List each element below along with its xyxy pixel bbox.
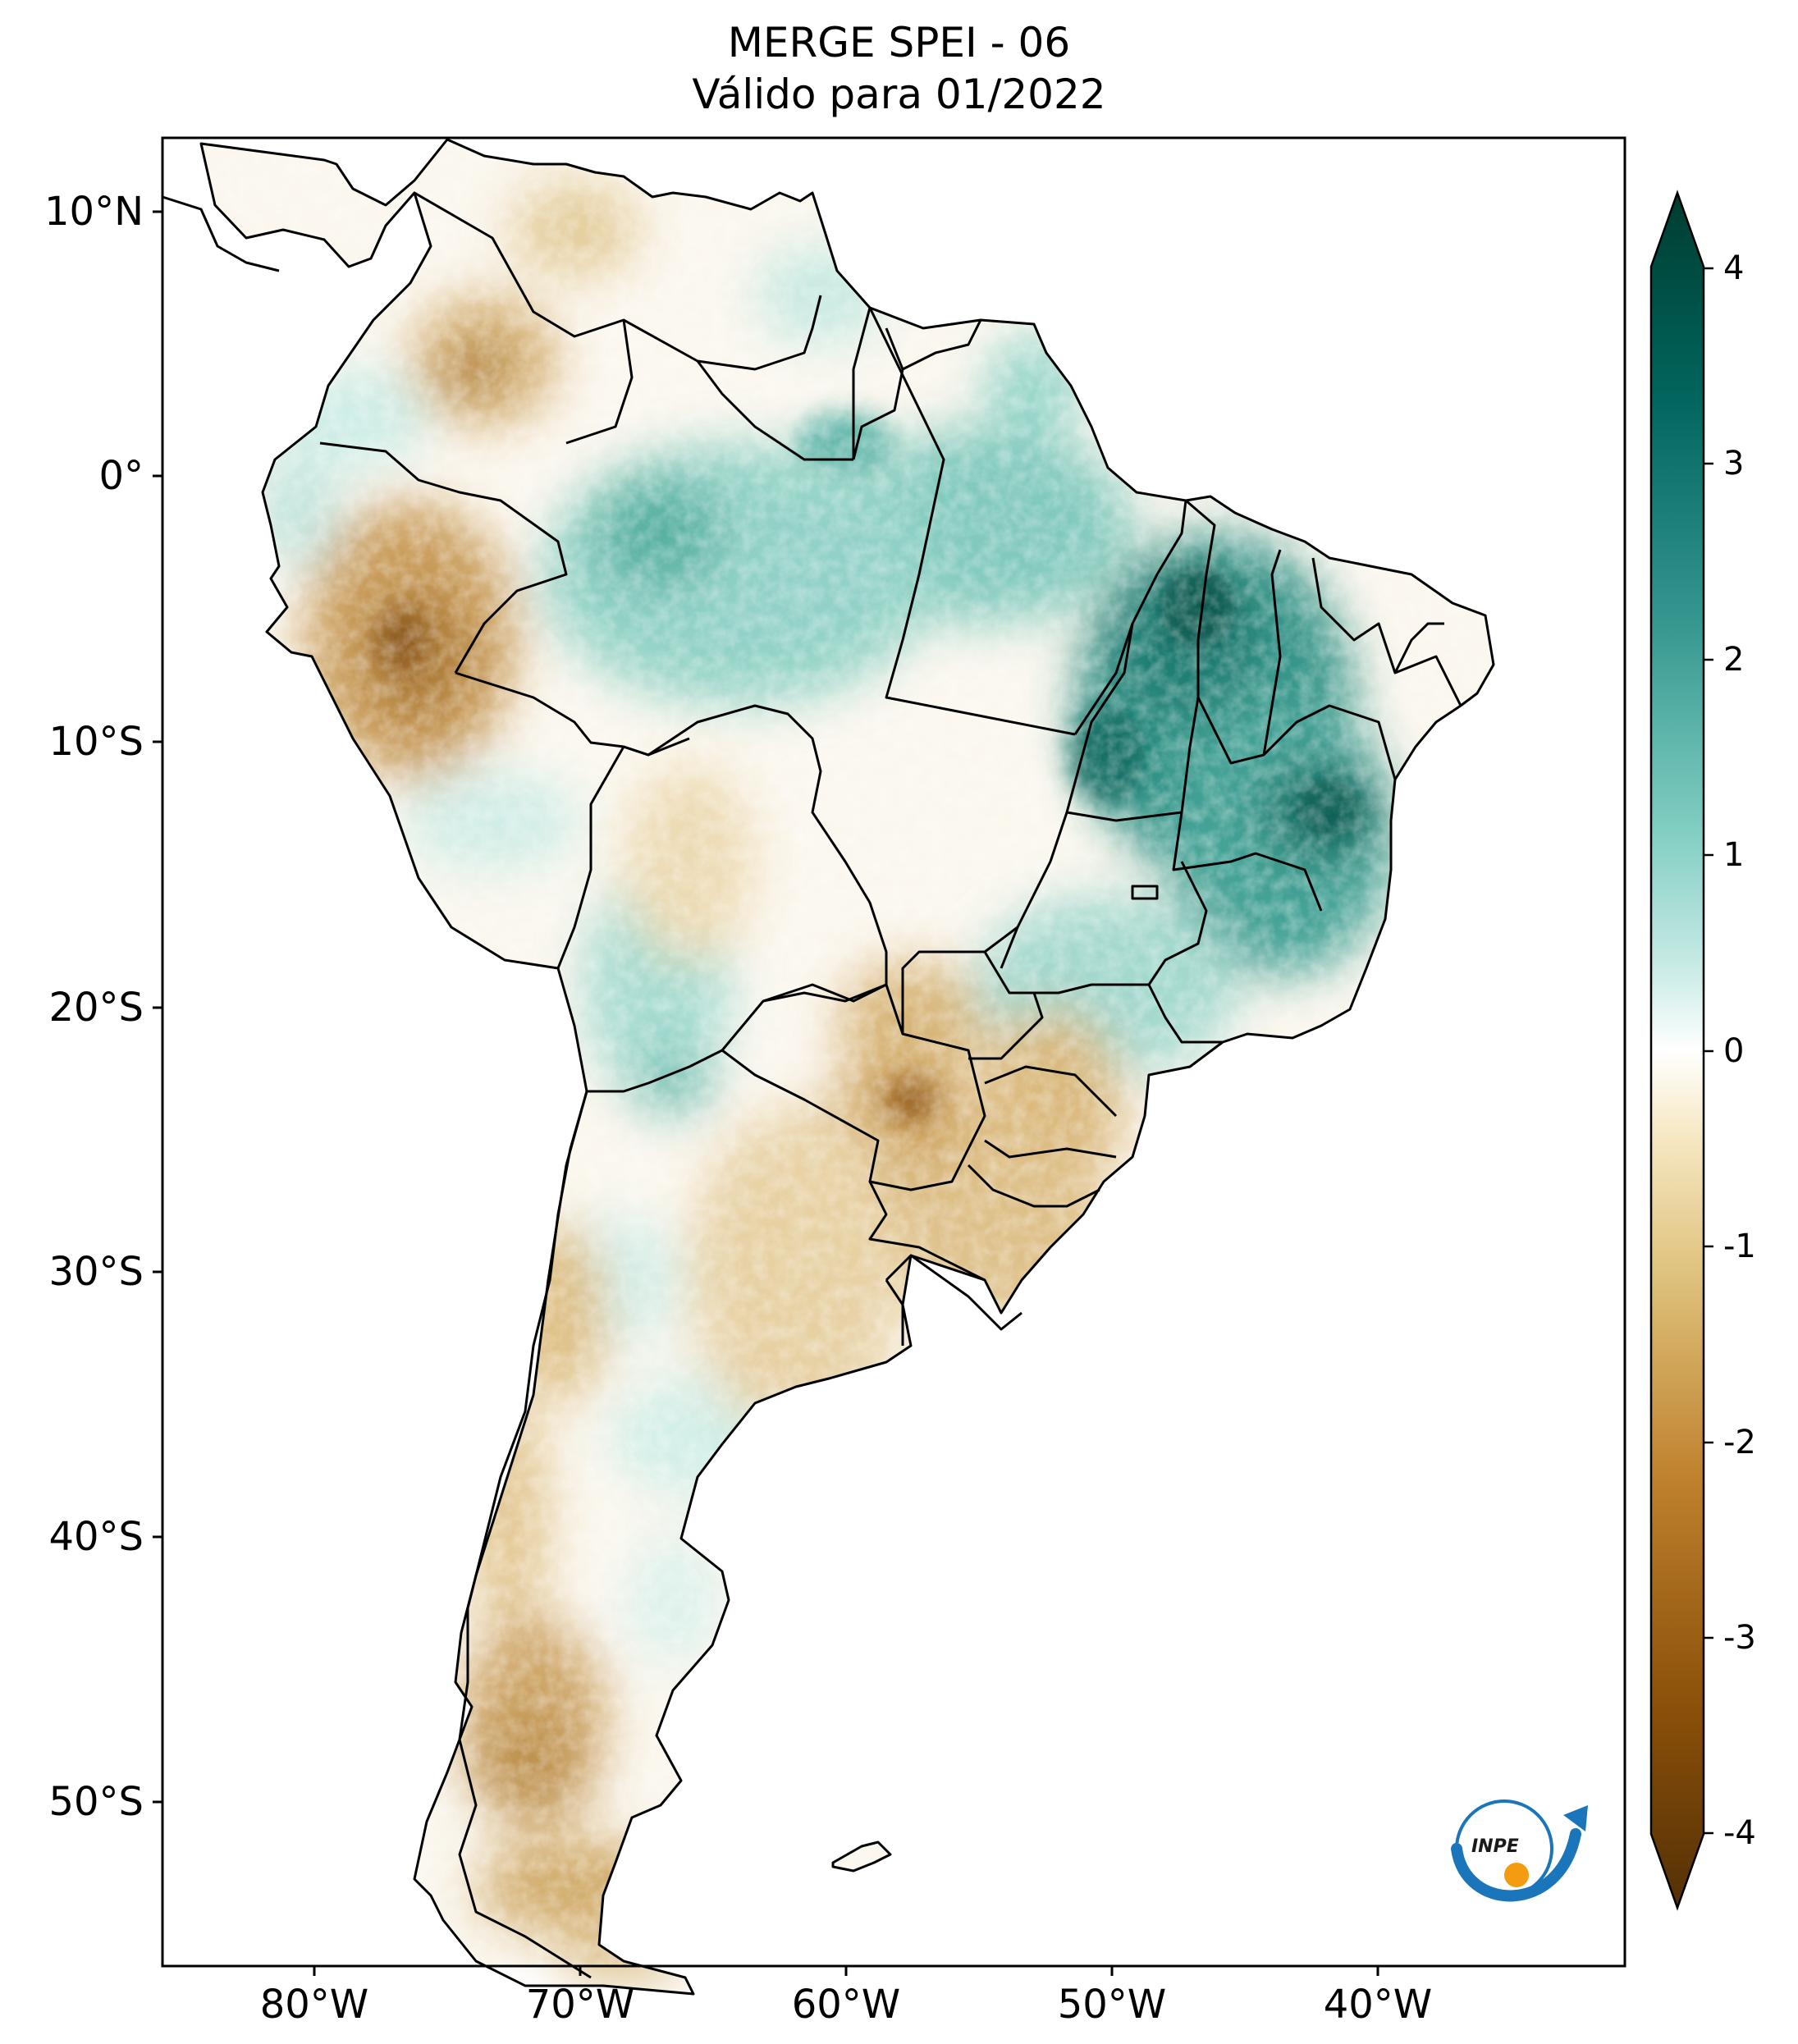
colorbar-label-4: 4 — [1723, 249, 1745, 287]
lat-label-10s: 10°S — [48, 719, 144, 765]
axis-ticks — [153, 210, 1379, 1976]
colorbar-label-neg1: -1 — [1723, 1228, 1756, 1265]
lat-label-40s: 40°S — [48, 1514, 144, 1560]
lon-label-80w: 80°W — [259, 1982, 369, 2028]
colorbar-label-2: 2 — [1723, 641, 1745, 679]
colorbar-label-neg4: -4 — [1723, 1814, 1756, 1852]
colorbar-label-1: 1 — [1723, 836, 1745, 874]
lat-label-30s: 30°S — [48, 1249, 144, 1295]
colorbar-label-0: 0 — [1723, 1032, 1745, 1070]
lat-label-0: 0° — [98, 453, 144, 499]
inpe-logo-text: INPE — [1471, 1836, 1519, 1857]
lon-label-60w: 60°W — [791, 1982, 901, 2028]
lon-label-70w: 70°W — [525, 1982, 635, 2028]
lat-label-50s: 50°S — [48, 1779, 144, 1825]
lon-label-50w: 50°W — [1057, 1982, 1167, 2028]
map-title: MERGE SPEI - 06 — [727, 19, 1071, 66]
colorbar — [1649, 190, 1713, 1911]
lon-label-40w: 40°W — [1323, 1982, 1433, 2028]
colorbar-label-neg2: -2 — [1723, 1424, 1756, 1461]
map-subtitle: Válido para 01/2022 — [692, 71, 1106, 118]
lat-label-10n: 10°N — [44, 189, 144, 235]
lat-label-20s: 20°S — [48, 985, 144, 1031]
colorbar-label-neg3: -3 — [1723, 1619, 1756, 1657]
colorbar-label-3: 3 — [1723, 445, 1745, 482]
inpe-logo-icon — [1451, 1799, 1588, 1902]
country-borders — [162, 138, 1495, 1996]
spei-field — [162, 138, 1625, 1982]
map-frame — [161, 136, 1626, 1968]
